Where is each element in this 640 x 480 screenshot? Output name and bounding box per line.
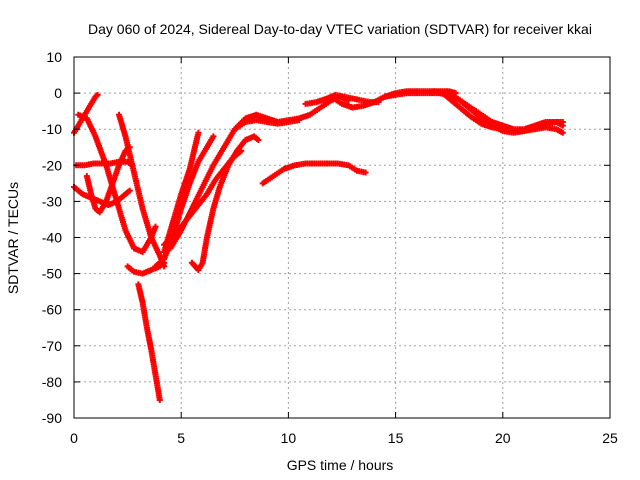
data-point bbox=[559, 129, 566, 136]
y-axis-label: SDTVAR / TECUs bbox=[5, 182, 21, 294]
series-arc-8 bbox=[135, 281, 163, 403]
x-tick-label: 10 bbox=[281, 430, 297, 446]
y-tick-label: -10 bbox=[42, 121, 62, 137]
x-tick-label: 20 bbox=[495, 430, 511, 446]
y-tick-label: -70 bbox=[42, 338, 62, 354]
x-tick-label: 0 bbox=[70, 430, 78, 446]
x-tick-label: 15 bbox=[388, 430, 404, 446]
data-point bbox=[296, 117, 303, 124]
data-point bbox=[559, 118, 566, 125]
series-arc-5 bbox=[83, 144, 133, 216]
y-tick-label: -80 bbox=[42, 374, 62, 390]
chart-title: Day 060 of 2024, Sidereal Day-to-day VTE… bbox=[88, 21, 592, 37]
data-point bbox=[94, 91, 101, 98]
y-tick-label: -30 bbox=[42, 193, 62, 209]
axis-ticks: 0 5 10 15 20 25 -90 -80 -70 -60 -50 -40 -30 -20 -10 0 10 bbox=[42, 49, 618, 446]
y-tick-label: 10 bbox=[46, 49, 62, 65]
y-tick-label: -50 bbox=[42, 266, 62, 282]
data-point bbox=[126, 187, 133, 194]
data-point bbox=[362, 169, 369, 176]
data-point bbox=[210, 133, 217, 140]
series-arc-6 bbox=[116, 111, 168, 270]
series-arc-20 bbox=[446, 90, 566, 136]
data-point bbox=[152, 223, 159, 230]
series-arc-15 bbox=[259, 160, 369, 187]
x-tick-label: 25 bbox=[602, 430, 618, 446]
data-point bbox=[195, 129, 202, 136]
y-tick-label: -60 bbox=[42, 302, 62, 318]
y-tick-label: 0 bbox=[54, 85, 62, 101]
y-tick-label: -20 bbox=[42, 157, 62, 173]
series-arc-14 bbox=[231, 117, 303, 133]
data-point bbox=[255, 137, 262, 144]
x-axis-label: GPS time / hours bbox=[287, 457, 394, 473]
x-tick-label: 5 bbox=[177, 430, 185, 446]
y-tick-label: -40 bbox=[42, 230, 62, 246]
data-points bbox=[71, 88, 566, 403]
data-point bbox=[156, 396, 163, 403]
series-arc-10 bbox=[152, 133, 217, 270]
y-tick-label: -90 bbox=[42, 410, 62, 426]
series-arc-12 bbox=[188, 133, 262, 273]
